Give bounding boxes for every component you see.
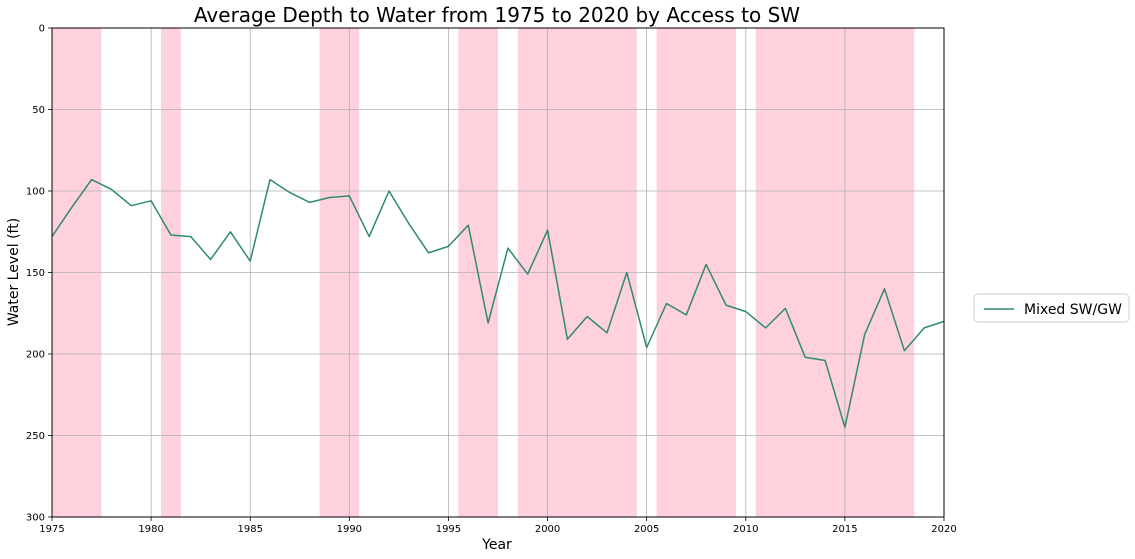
y-tick-label: 100 <box>26 187 45 198</box>
legend: Mixed SW/GW <box>973 293 1130 323</box>
y-axis-label: Water Level (ft) <box>6 218 22 326</box>
x-tick-label: 2010 <box>733 524 758 535</box>
y-tick-label: 300 <box>26 513 45 524</box>
x-tick-label: 1990 <box>337 524 362 535</box>
x-tick-label: 1985 <box>237 524 262 535</box>
x-tick-label: 2005 <box>634 524 659 535</box>
x-tick-label: 1980 <box>138 524 163 535</box>
y-axis-ticks: 0 50 100 150 200 250 300 <box>26 24 52 524</box>
series-line-0 <box>51 178 945 429</box>
legend-label: Mixed SW/GW <box>1024 302 1122 318</box>
y-tick-label: 0 <box>39 24 45 35</box>
x-tick-label: 2020 <box>931 524 956 535</box>
x-axis-label: Year <box>481 537 512 553</box>
x-axis-ticks: 1975 1980 1985 1990 1995 2000 2005 2010 2015 2020 <box>39 517 957 535</box>
legend-box <box>973 293 1130 323</box>
y-tick-label: 150 <box>26 268 45 279</box>
x-tick-label: 2000 <box>535 524 560 535</box>
x-tick-label: 1995 <box>436 524 461 535</box>
x-tick-label: 1975 <box>39 524 64 535</box>
chart-title: Average Depth to Water from 1975 to 2020… <box>194 3 800 27</box>
x-tick-label: 2015 <box>832 524 857 535</box>
y-tick-label: 50 <box>32 105 45 116</box>
y-tick-label: 250 <box>26 431 45 442</box>
y-tick-label: 200 <box>26 350 45 361</box>
